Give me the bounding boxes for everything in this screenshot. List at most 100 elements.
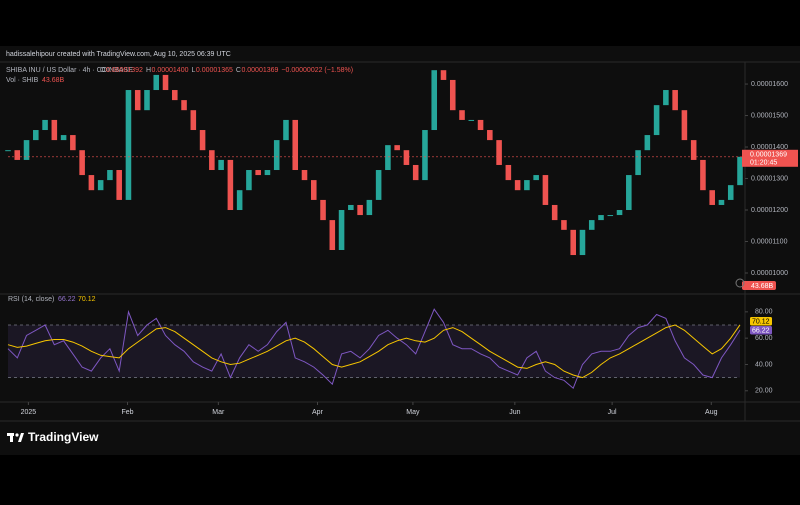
candle xyxy=(23,140,30,160)
ohlc-l-label: L xyxy=(191,67,195,74)
candle xyxy=(737,156,743,186)
candle xyxy=(626,175,632,211)
value-tag xyxy=(750,317,772,326)
x-tick-label: May xyxy=(406,409,420,416)
volume-tag-text: 43.68B xyxy=(751,283,774,290)
x-tick-label: Apr xyxy=(312,409,324,416)
countdown: 01:20:45 xyxy=(750,160,777,167)
candle xyxy=(644,135,651,151)
candle xyxy=(33,130,39,141)
candle xyxy=(88,175,95,191)
symbol: SHIBA INU / US Dollar · 4h · COINBASE xyxy=(6,67,133,74)
y-tick-label: 0.00001200 xyxy=(751,207,788,214)
candle xyxy=(431,70,438,131)
candle xyxy=(588,220,595,230)
candle xyxy=(209,150,215,171)
candle xyxy=(672,90,678,111)
candle xyxy=(116,170,122,200)
candle xyxy=(181,100,187,111)
candle xyxy=(551,204,558,221)
candle xyxy=(635,150,641,176)
value-tag-label: 70.12 xyxy=(752,318,770,325)
candle xyxy=(264,170,271,176)
ohlc-l: 0.00001365 xyxy=(196,67,233,74)
candle xyxy=(310,180,317,200)
value-tag-label: 66.22 xyxy=(752,327,770,334)
y-tick-label: 0.00001400 xyxy=(751,144,788,151)
candle xyxy=(718,199,725,205)
last-price-tag xyxy=(742,149,798,167)
candle xyxy=(496,140,502,165)
rsi-value: 66.22 xyxy=(58,296,76,303)
candle xyxy=(199,130,206,151)
candle xyxy=(338,210,345,251)
candle xyxy=(422,130,428,181)
candle xyxy=(477,119,484,131)
candle xyxy=(283,119,289,141)
last-price-label: 0.00001369 xyxy=(750,152,787,159)
candle xyxy=(329,220,336,251)
y-tick-label: 0.00001100 xyxy=(751,238,788,245)
candle xyxy=(60,135,67,141)
candle xyxy=(273,140,280,171)
candle xyxy=(607,215,614,217)
logo xyxy=(7,433,24,442)
candle xyxy=(681,110,688,141)
x-tick-label: Jun xyxy=(509,409,520,416)
icon[interactable] xyxy=(735,278,745,288)
candle xyxy=(598,215,604,221)
volume-value: 43.68B xyxy=(42,77,65,84)
candle xyxy=(292,119,299,171)
x-tick-label: Aug xyxy=(705,409,718,416)
ohlc-o: 0.00001392 xyxy=(106,67,143,74)
y-tick-label: 80.00 xyxy=(755,309,773,316)
volume-tag xyxy=(742,281,776,290)
candle xyxy=(690,140,697,160)
candle xyxy=(348,204,354,211)
ma-value: 70.12 xyxy=(78,296,96,303)
value-tag xyxy=(750,326,772,335)
candle xyxy=(134,90,141,111)
candle xyxy=(172,90,178,101)
candle xyxy=(487,130,493,141)
brand: TradingView xyxy=(28,430,99,444)
candle xyxy=(301,170,308,181)
volume-label: Vol · SHIB xyxy=(6,77,39,84)
candle xyxy=(570,229,576,256)
candle xyxy=(468,119,475,121)
y-tick-label: 0.00001500 xyxy=(751,112,788,119)
candle xyxy=(51,119,58,141)
candle xyxy=(459,110,465,120)
candle xyxy=(144,90,150,111)
candle xyxy=(162,74,169,91)
candle xyxy=(616,210,623,216)
candle xyxy=(440,70,447,80)
candle xyxy=(403,150,410,165)
y-tick-label: 0.00001600 xyxy=(751,81,788,88)
y-tick-label: 60.00 xyxy=(755,335,773,342)
candle xyxy=(385,145,391,171)
ohlc-c: 0.00001369 xyxy=(241,67,278,74)
ohlc-c-label: C xyxy=(236,67,241,74)
candle xyxy=(524,180,530,191)
candle xyxy=(709,190,715,205)
candle xyxy=(255,170,261,176)
candle xyxy=(542,175,549,205)
y-tick-label: 0.00001300 xyxy=(751,175,788,182)
candle xyxy=(514,180,521,191)
candle xyxy=(97,180,104,191)
candle xyxy=(125,90,132,200)
candle xyxy=(107,170,113,181)
candle xyxy=(190,110,197,131)
candle xyxy=(236,190,243,211)
candle xyxy=(227,159,234,211)
ohlc-h-label: H xyxy=(146,67,151,74)
rsi-title: RSI (14, close) xyxy=(8,296,54,303)
candle xyxy=(153,74,160,91)
rsi-line xyxy=(7,308,741,390)
candle xyxy=(70,135,76,151)
candle xyxy=(246,170,252,191)
candle xyxy=(561,220,567,230)
rsi-line xyxy=(7,324,741,379)
y-tick-label: 20.00 xyxy=(755,388,773,395)
